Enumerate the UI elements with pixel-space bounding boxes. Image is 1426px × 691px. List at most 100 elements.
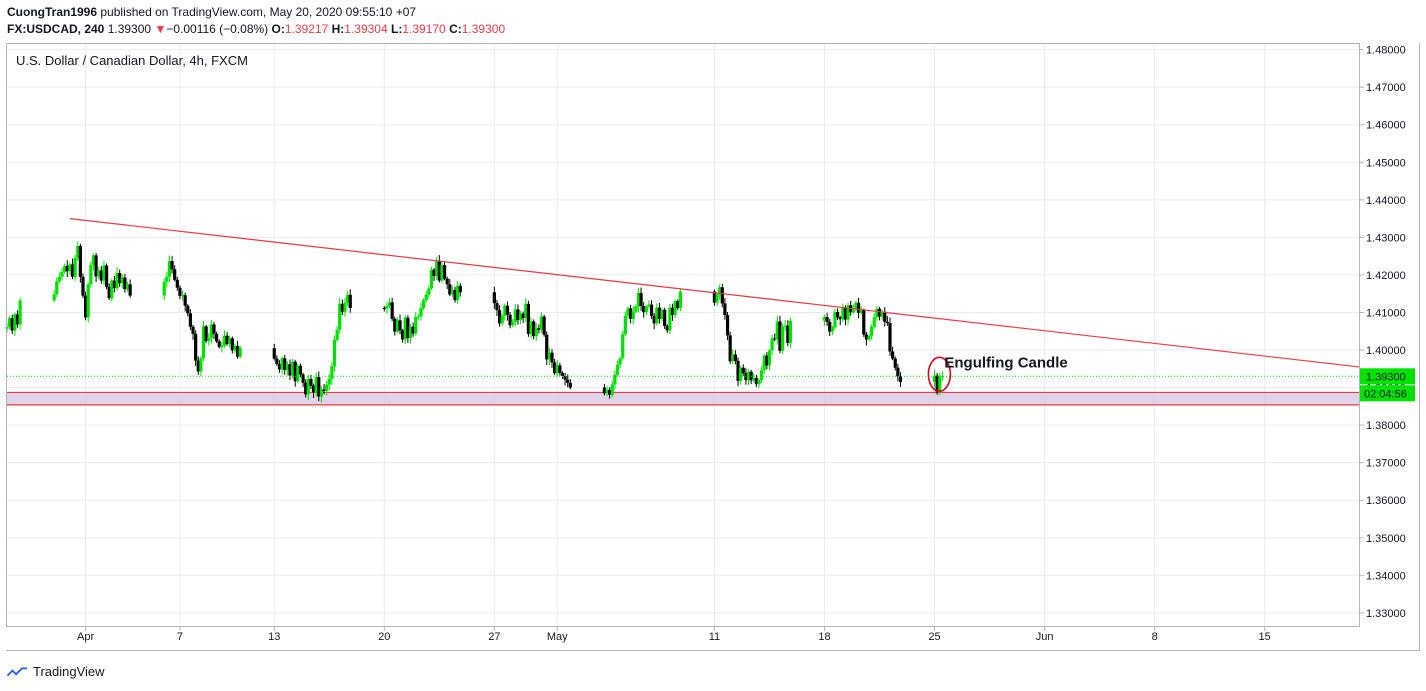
candle-down[interactable] xyxy=(10,318,14,331)
candle-down[interactable] xyxy=(778,321,782,351)
candle-up[interactable] xyxy=(222,335,227,346)
candle-down[interactable] xyxy=(542,316,546,335)
candle-down[interactable] xyxy=(526,303,531,334)
candle-down[interactable] xyxy=(843,307,848,320)
candle-up[interactable] xyxy=(52,294,56,301)
candle-down[interactable] xyxy=(322,389,326,391)
candle-down[interactable] xyxy=(566,379,570,384)
candle-up[interactable] xyxy=(500,315,504,324)
candle-down[interactable] xyxy=(94,255,98,277)
candle-up[interactable] xyxy=(718,287,722,295)
candle-up[interactable] xyxy=(18,300,22,325)
candle-down[interactable] xyxy=(78,246,82,277)
candle-up[interactable] xyxy=(332,339,337,367)
candle-up[interactable] xyxy=(335,329,339,340)
candle-up[interactable] xyxy=(450,289,455,295)
candle-up[interactable] xyxy=(314,377,318,393)
candle-down[interactable] xyxy=(432,269,436,277)
candle-down[interactable] xyxy=(104,265,109,287)
candle-down[interactable] xyxy=(411,326,415,334)
candle-up[interactable] xyxy=(220,345,224,348)
candle-down[interactable] xyxy=(602,387,606,394)
candle-up[interactable] xyxy=(822,316,827,321)
candle-down[interactable] xyxy=(558,365,562,373)
candle-down[interactable] xyxy=(516,309,520,320)
candle-up[interactable] xyxy=(110,280,114,299)
candle-down[interactable] xyxy=(204,326,208,342)
candle-up[interactable] xyxy=(529,321,533,334)
candle-down[interactable] xyxy=(186,305,190,314)
candle-down[interactable] xyxy=(888,322,892,352)
candle-up[interactable] xyxy=(715,294,719,303)
candle-up[interactable] xyxy=(102,265,106,281)
candle-down[interactable] xyxy=(406,317,410,339)
candle-down[interactable] xyxy=(283,358,287,370)
candle-down[interactable] xyxy=(235,345,240,357)
candle-down[interactable] xyxy=(191,326,195,334)
candle-down[interactable] xyxy=(728,335,732,362)
candle-up[interactable] xyxy=(731,354,735,362)
candle-down[interactable] xyxy=(188,313,193,327)
candle-up[interactable] xyxy=(424,294,428,301)
candle-down[interactable] xyxy=(348,294,352,308)
candle-down[interactable] xyxy=(311,385,316,393)
candle-up[interactable] xyxy=(115,273,119,289)
candle-down[interactable] xyxy=(170,261,174,270)
candle-up[interactable] xyxy=(419,307,423,317)
candle-down[interactable] xyxy=(382,307,386,309)
candle-up[interactable] xyxy=(880,311,884,317)
candle-up[interactable] xyxy=(940,376,944,378)
candle-down[interactable] xyxy=(217,341,221,348)
candle-down[interactable] xyxy=(891,351,895,359)
candle-up[interactable] xyxy=(429,269,434,289)
candle-up[interactable] xyxy=(395,320,400,332)
candle-down[interactable] xyxy=(550,352,554,363)
candle-up[interactable] xyxy=(668,307,672,331)
candle-up[interactable] xyxy=(89,264,93,285)
candle-down[interactable] xyxy=(99,270,103,281)
candle-up[interactable] xyxy=(57,276,62,282)
candle-up[interactable] xyxy=(503,305,507,316)
candle-up[interactable] xyxy=(97,270,101,277)
candle-up[interactable] xyxy=(199,358,203,372)
candle-down[interactable] xyxy=(458,285,462,293)
candle-down[interactable] xyxy=(215,333,219,342)
candle-down[interactable] xyxy=(183,295,187,306)
candle-up[interactable] xyxy=(86,284,90,318)
candle-up[interactable] xyxy=(330,366,334,379)
candle-down[interactable] xyxy=(676,301,680,308)
candle-up[interactable] xyxy=(636,292,641,307)
candle-down[interactable] xyxy=(508,314,512,326)
candle-up[interactable] xyxy=(346,294,350,303)
candle-up[interactable] xyxy=(325,384,329,391)
candle-down[interactable] xyxy=(272,348,276,359)
candle-down[interactable] xyxy=(765,355,769,366)
candle-down[interactable] xyxy=(309,378,313,386)
candle-up[interactable] xyxy=(547,352,551,360)
candle-up[interactable] xyxy=(859,310,863,313)
candle-up[interactable] xyxy=(414,316,418,334)
candle-up[interactable] xyxy=(207,338,211,342)
candle-up[interactable] xyxy=(775,321,779,340)
candle-up[interactable] xyxy=(851,309,855,313)
candle-down[interactable] xyxy=(723,303,727,316)
candle-down[interactable] xyxy=(898,376,903,382)
candle-up[interactable] xyxy=(757,380,761,385)
candle-up[interactable] xyxy=(511,321,515,326)
candle-down[interactable] xyxy=(563,375,567,380)
candle-up[interactable] xyxy=(660,309,664,319)
candle-up[interactable] xyxy=(167,261,172,277)
candle-down[interactable] xyxy=(537,328,541,330)
candle-up[interactable] xyxy=(76,246,80,259)
candle-up[interactable] xyxy=(846,305,850,320)
candle-up[interactable] xyxy=(833,312,837,328)
candle-up[interactable] xyxy=(938,377,942,393)
candle-up[interactable] xyxy=(518,313,523,320)
candle-down[interactable] xyxy=(754,378,758,385)
candle-down[interactable] xyxy=(225,335,229,345)
candle-down[interactable] xyxy=(828,321,832,332)
candle-up[interactable] xyxy=(618,358,622,365)
candle-down[interactable] xyxy=(173,269,177,280)
candle-up[interactable] xyxy=(327,378,331,385)
candle-up[interactable] xyxy=(788,320,793,343)
